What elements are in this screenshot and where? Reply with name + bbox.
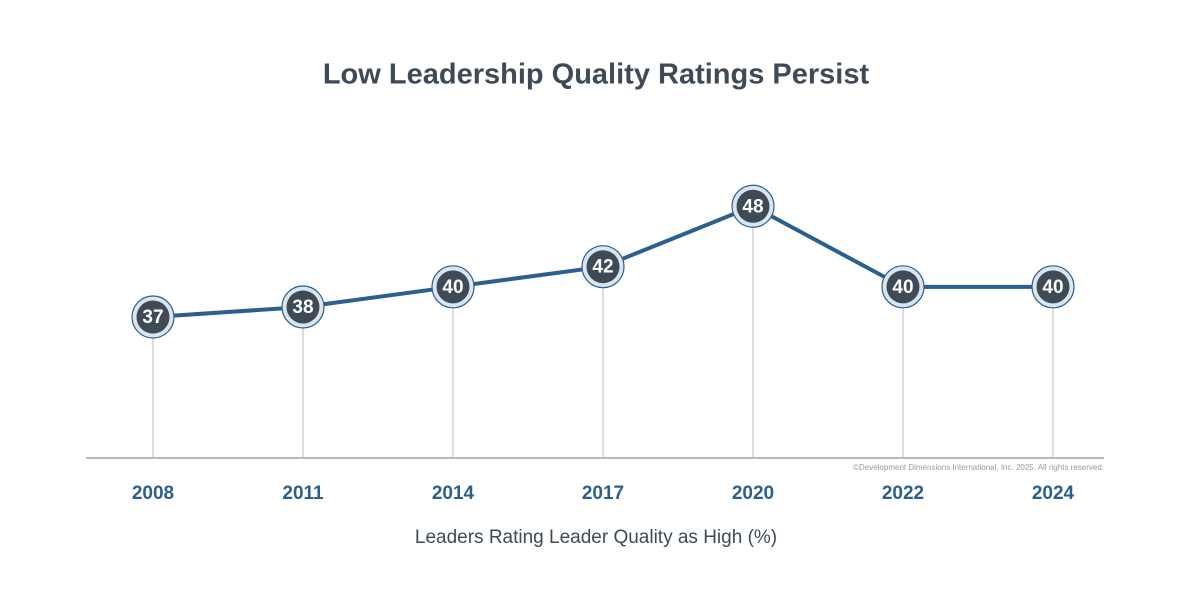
marker bbox=[886, 270, 920, 304]
value-label: 42 bbox=[592, 257, 613, 278]
marker bbox=[136, 300, 170, 334]
value-label: 40 bbox=[442, 277, 463, 298]
value-label: 40 bbox=[892, 277, 913, 298]
copyright-note: ©Development Dimensions International, I… bbox=[853, 463, 1104, 472]
marker bbox=[436, 270, 470, 304]
value-label: 38 bbox=[292, 297, 313, 318]
x-tick-label: 2011 bbox=[282, 483, 324, 504]
chart-title: Low Leadership Quality Ratings Persist bbox=[323, 59, 870, 91]
x-tick-label: 2020 bbox=[732, 483, 774, 504]
marker bbox=[1036, 270, 1070, 304]
x-tick-label: 2008 bbox=[132, 483, 174, 504]
value-label: 48 bbox=[742, 196, 763, 217]
marker bbox=[286, 290, 320, 324]
x-tick-label: 2024 bbox=[1032, 483, 1075, 504]
value-label: 40 bbox=[1042, 277, 1063, 298]
value-label: 37 bbox=[142, 307, 163, 328]
x-axis-label: Leaders Rating Leader Quality as High (%… bbox=[415, 527, 777, 548]
marker bbox=[736, 189, 770, 223]
x-tick-label: 2014 bbox=[432, 483, 475, 504]
x-tick-label: 2022 bbox=[882, 483, 924, 504]
marker bbox=[586, 250, 620, 284]
x-tick-label: 2017 bbox=[582, 483, 624, 504]
